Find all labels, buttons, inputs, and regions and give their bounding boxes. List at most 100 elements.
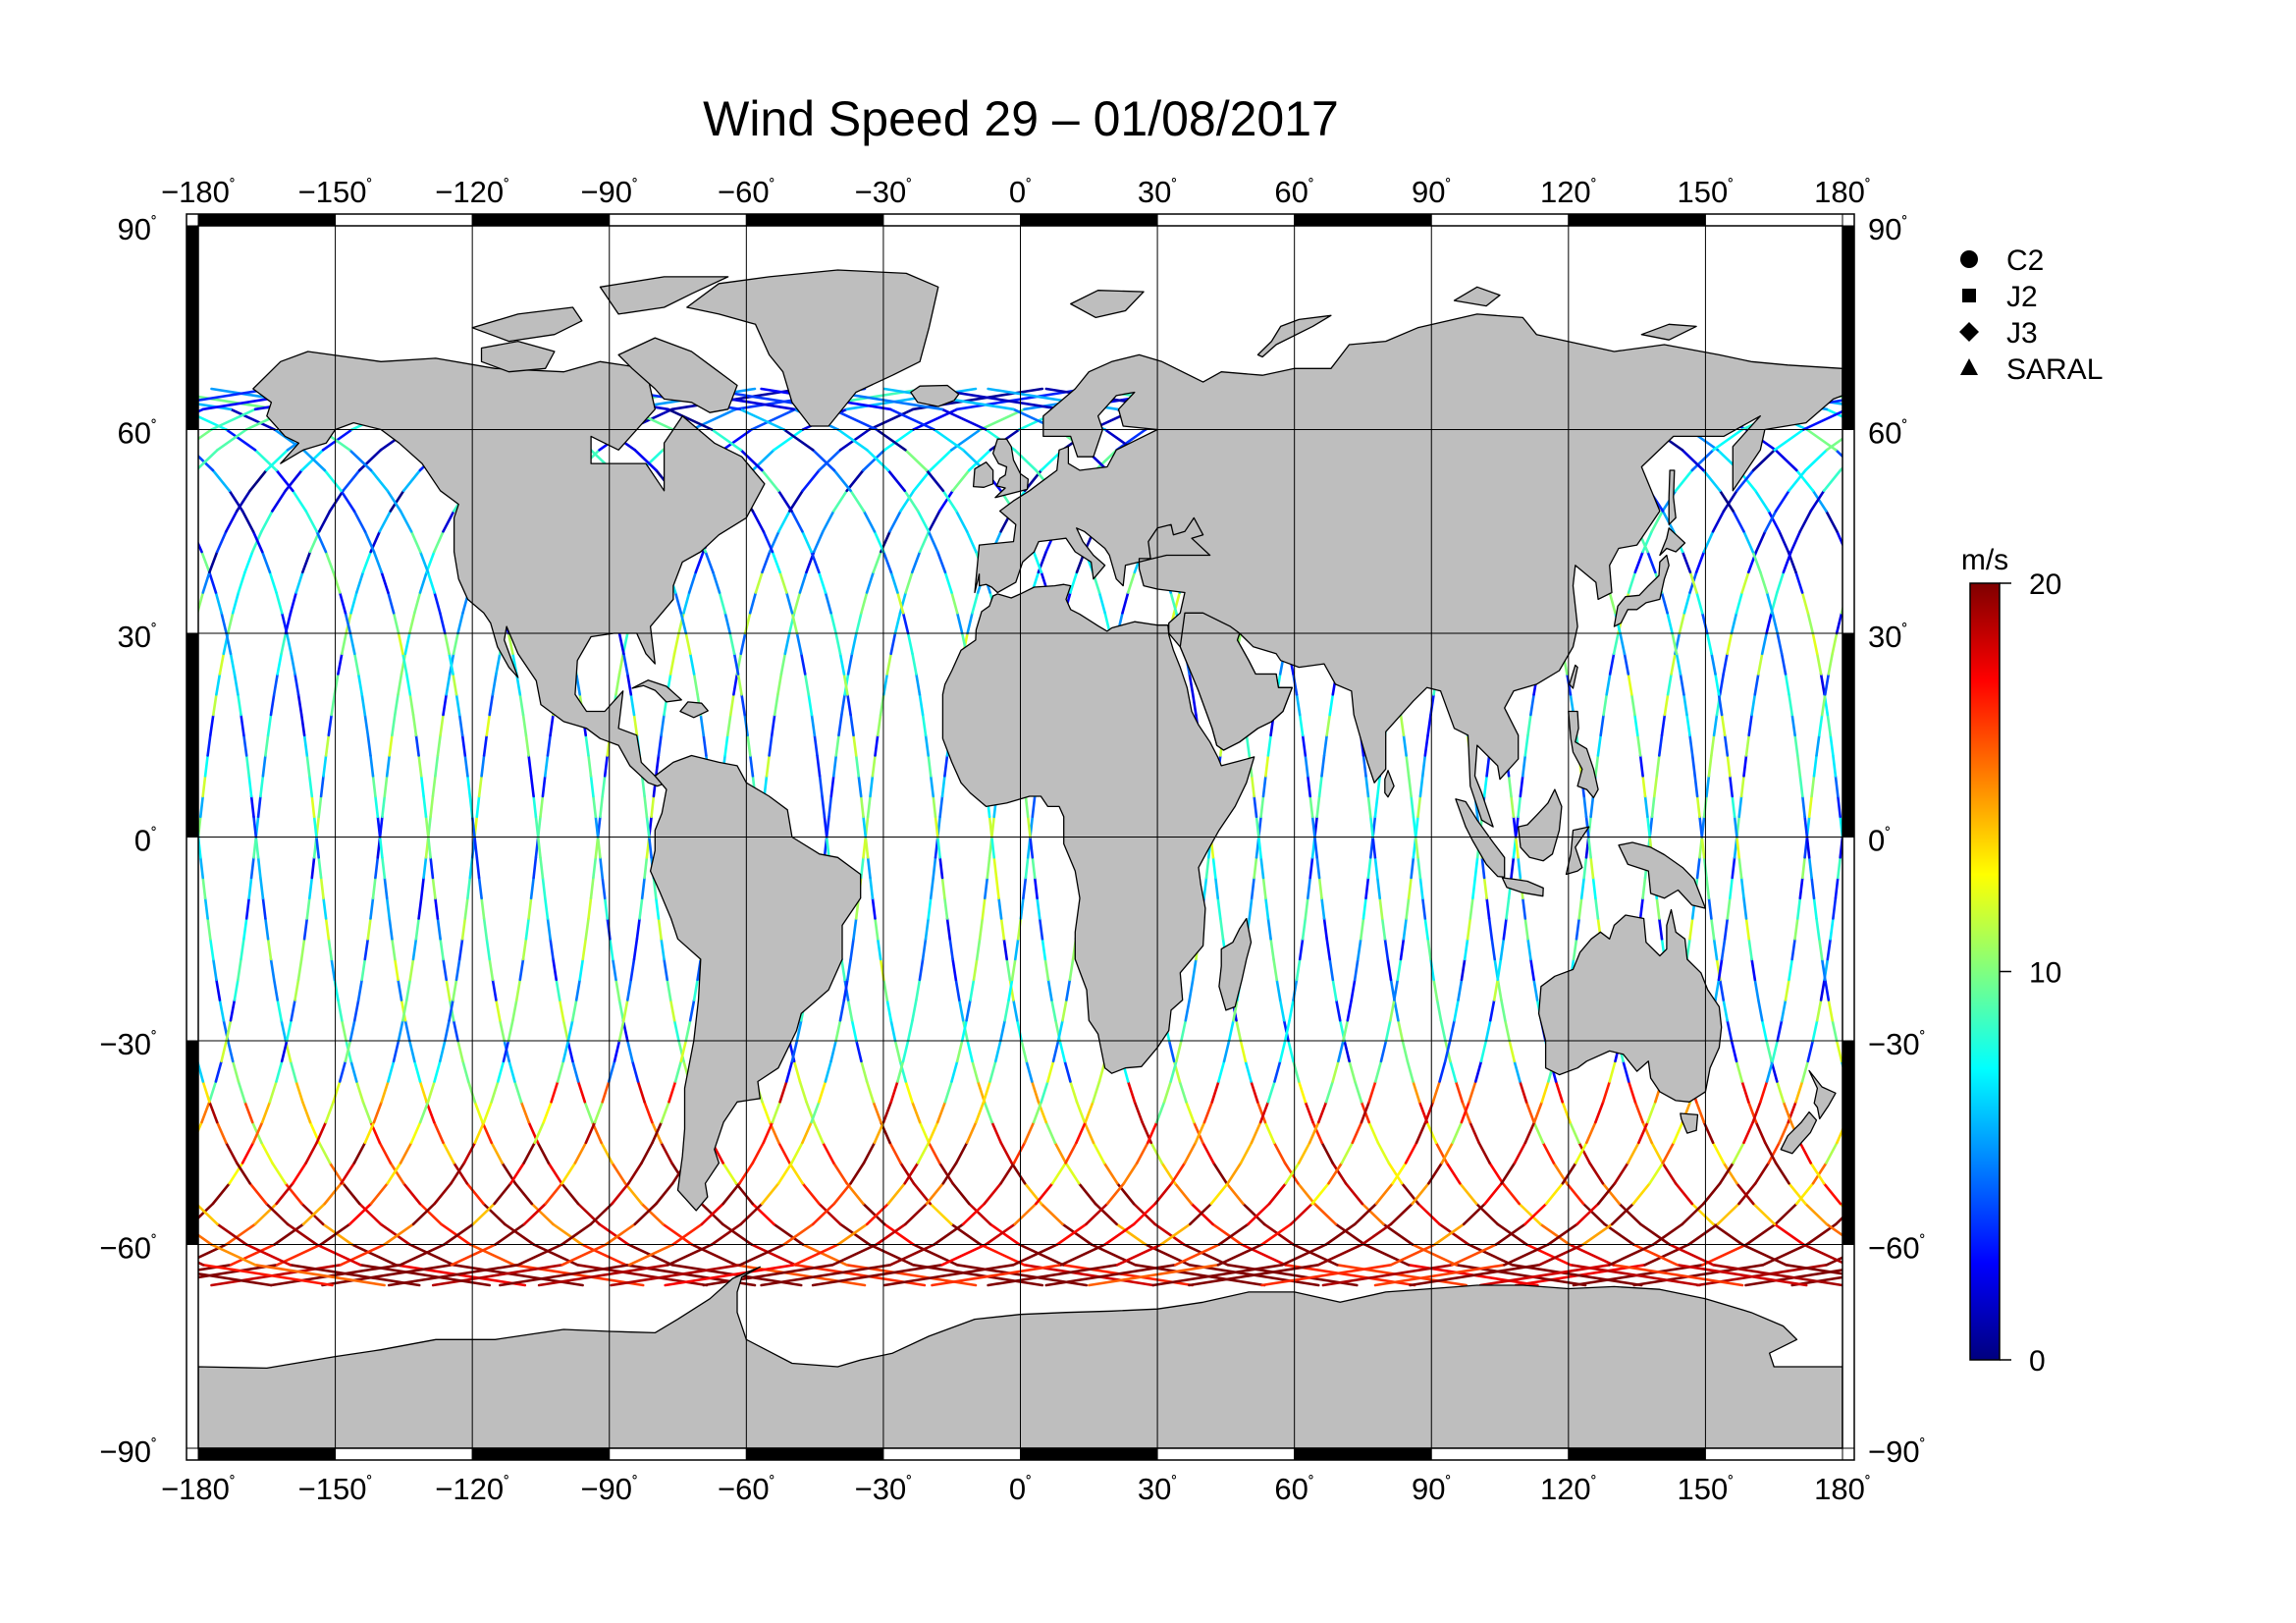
track-segment: [201, 1080, 211, 1104]
x-tick-label: 60˚: [1274, 175, 1313, 209]
track-segment: [761, 1101, 772, 1124]
track-segment: [1092, 1080, 1101, 1104]
degree-mark: ˚: [151, 1233, 157, 1253]
track-segment: [1344, 1182, 1364, 1206]
track-segment: [1608, 591, 1617, 615]
track-segment: [657, 917, 663, 941]
track-segment: [508, 1162, 526, 1185]
track-segment: [573, 1141, 588, 1164]
track-segment: [983, 876, 989, 900]
track-segment: [1612, 631, 1620, 656]
track-segment: [831, 754, 838, 778]
track-segment: [1317, 774, 1323, 798]
land-hispaniola: [679, 701, 709, 719]
track-segment: [1835, 448, 1842, 459]
track-segment: [491, 673, 498, 696]
track-segment: [1820, 957, 1827, 982]
track-segment: [1320, 896, 1326, 920]
track-segment: [1094, 448, 1118, 472]
track-segment: [1369, 815, 1374, 839]
track-segment: [1292, 978, 1299, 1001]
track-segment: [1331, 978, 1338, 1001]
track-segment: [208, 1101, 219, 1124]
land-hokkaido: [1659, 527, 1686, 557]
track-segment: [561, 1019, 569, 1043]
track-segment: [1415, 1120, 1427, 1145]
track-segment: [225, 1141, 239, 1164]
track-segment: [1354, 1202, 1378, 1226]
track-segment: [1194, 1120, 1206, 1145]
track-segment: [482, 917, 489, 941]
track-segment: [873, 529, 885, 554]
track-segment: [456, 1039, 464, 1063]
track-segment: [409, 529, 422, 554]
track-segment: [354, 1080, 365, 1104]
frame-segment-left: [186, 837, 199, 1042]
track-segment: [363, 529, 376, 554]
degree-mark: ˚: [151, 1029, 157, 1049]
track-segment: [338, 1059, 347, 1083]
track-segment: [771, 550, 781, 574]
track-segment: [1418, 774, 1424, 798]
track-segment: [412, 591, 422, 615]
degree-mark: ˚: [151, 1436, 157, 1456]
track-segment: [824, 591, 832, 615]
track-segment: [580, 1243, 627, 1267]
track-segment: [710, 1222, 743, 1246]
track-segment: [1005, 957, 1012, 982]
legend-marker-square: [1962, 289, 1976, 302]
x-tick-label: −150˚: [298, 1472, 373, 1506]
degree-mark: ˚: [1171, 177, 1177, 196]
frame-segment-bottom: [1704, 1447, 1843, 1461]
track-segment: [911, 999, 918, 1022]
track-segment: [1589, 794, 1595, 819]
track-segment: [1723, 733, 1730, 757]
track-segment: [1523, 1202, 1548, 1226]
track-segment: [443, 1019, 451, 1043]
track-segment: [933, 428, 965, 452]
track-segment: [760, 1182, 780, 1206]
track-segment: [845, 1182, 865, 1206]
track-segment: [522, 1141, 537, 1164]
track-segment: [357, 448, 383, 472]
land-great-britain: [991, 438, 1030, 499]
track-segment: [1751, 1101, 1762, 1124]
track-segment: [1776, 1019, 1784, 1043]
track-segment: [1335, 999, 1342, 1022]
track-segment: [450, 1162, 466, 1185]
track-segment: [376, 815, 382, 839]
track-segment: [1729, 774, 1734, 798]
track-segment: [198, 1204, 219, 1226]
track-segment: [594, 815, 600, 839]
track-segment: [1153, 1222, 1186, 1246]
track-segment: [434, 754, 440, 778]
track-segment: [945, 917, 952, 941]
track-segment: [912, 1182, 933, 1206]
track-segment: [417, 896, 423, 920]
track-segment: [352, 1141, 367, 1164]
track-segment: [667, 1243, 714, 1267]
track-segment: [813, 733, 819, 757]
track-segment: [1820, 692, 1827, 717]
track-segment: [248, 468, 268, 493]
legend-label: J3: [2006, 317, 2038, 350]
track-segment: [1056, 1019, 1064, 1043]
track-segment: [271, 1162, 288, 1185]
track-segment: [1423, 733, 1429, 757]
track-segment: [1753, 978, 1760, 1001]
track-segment: [1812, 754, 1818, 778]
track-segment: [633, 1202, 658, 1226]
track-segment: [203, 896, 209, 920]
degree-mark: ˚: [230, 177, 236, 196]
track-segment: [240, 1141, 255, 1164]
track-segment: [782, 1222, 815, 1246]
track-segment: [1162, 1080, 1172, 1104]
track-segment: [521, 937, 528, 961]
track-segment: [1245, 733, 1251, 757]
frame-segment-top: [471, 213, 611, 227]
degree-mark: ˚: [632, 1474, 638, 1493]
track-segment: [1046, 1059, 1055, 1083]
track-segment: [1411, 1182, 1430, 1206]
track-segment: [1261, 774, 1267, 798]
track-segment: [1022, 876, 1028, 900]
